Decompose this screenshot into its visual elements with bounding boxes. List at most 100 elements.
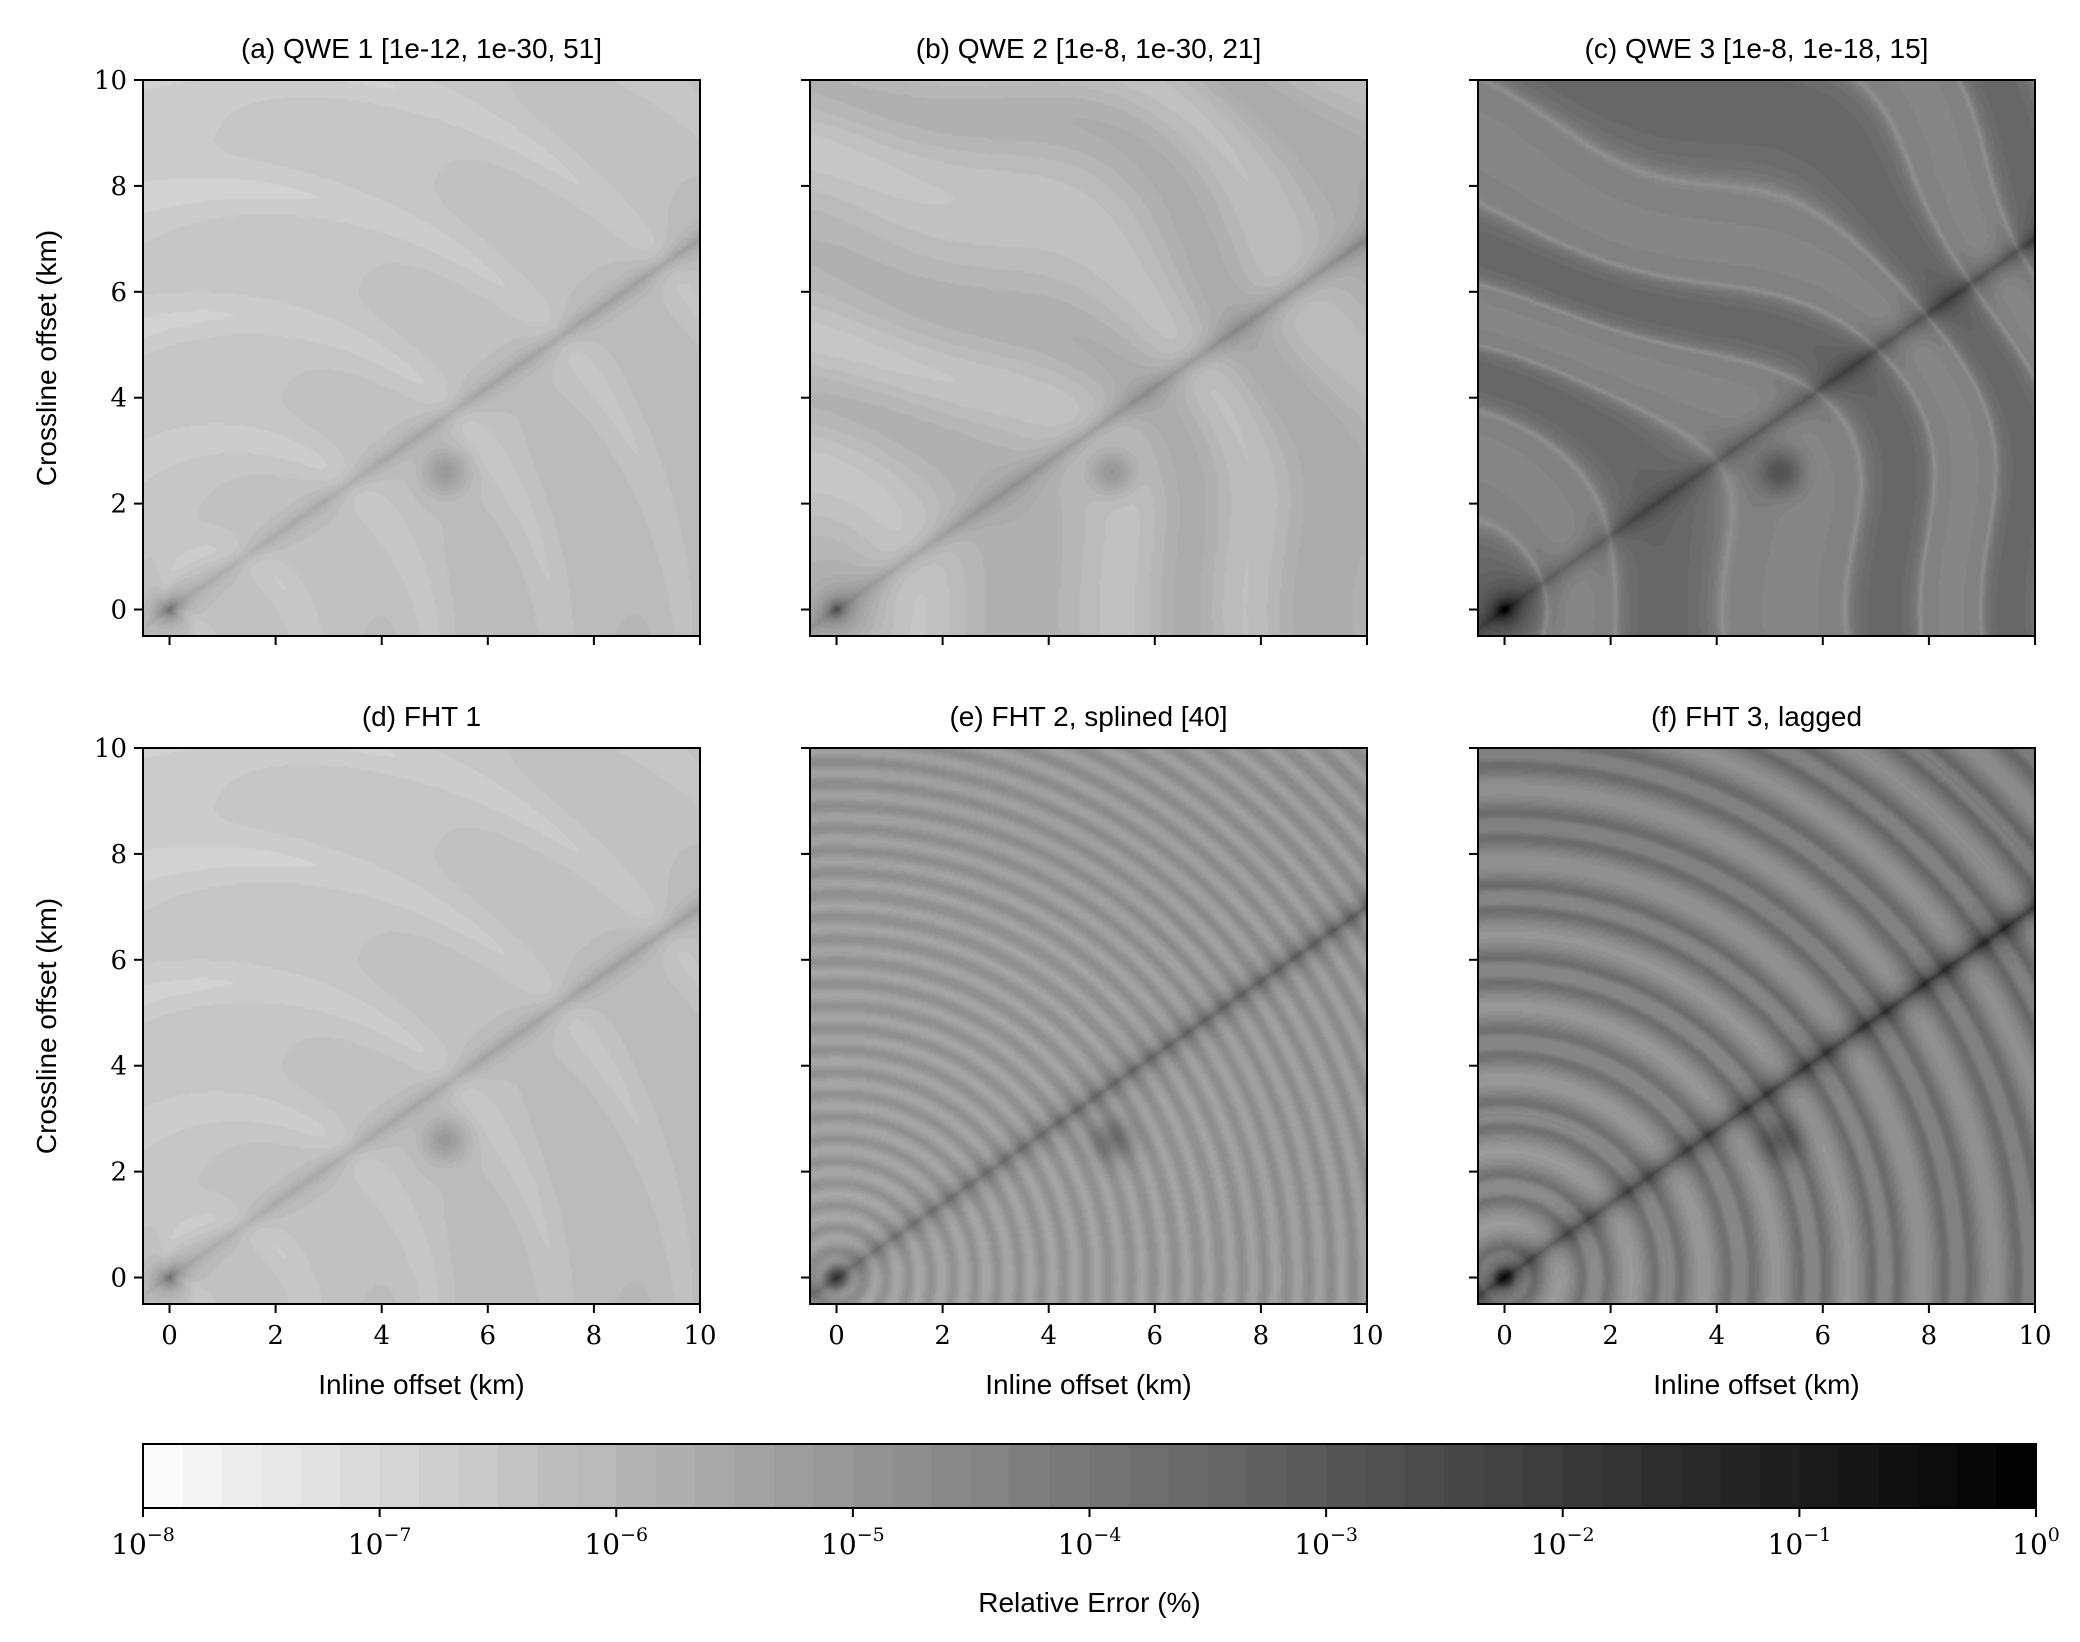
- colorbar-band-6: [379, 1444, 420, 1508]
- heatmap-f: [1478, 748, 2035, 1304]
- colorbar-tick-label-5: 10−3: [1294, 1524, 1358, 1561]
- colorbar-tick-label-1: 10−7: [348, 1524, 412, 1561]
- panel-f: (f) FHT 3, lagged 0 2 4 6 8 10 Inline offset (k…: [1469, 701, 2052, 1400]
- colorbar-band-32: [1405, 1444, 1446, 1508]
- axes-frame-b: [809, 79, 1368, 637]
- colorbar-band-34: [1483, 1444, 1524, 1508]
- panel-b: (b) QWE 2 [1e-8, 1e-30, 21]: [801, 33, 1368, 645]
- xtick-label-e-1: 2: [934, 1321, 951, 1351]
- xtick-label-f-4: 8: [1921, 1321, 1938, 1351]
- panel-title-e: (e) FHT 2, splined [40]: [949, 701, 1227, 732]
- axes-frame-a: [142, 79, 701, 637]
- colorbar-band-13: [655, 1444, 696, 1508]
- colorbar-band-30: [1326, 1444, 1367, 1508]
- ytick-label-a-4: 8: [110, 172, 127, 202]
- colorbar-band-25: [1128, 1444, 1169, 1508]
- colorbar-band-2: [221, 1444, 262, 1508]
- colorbar-tick-exp-7: −1: [1803, 1524, 1831, 1546]
- ytick-label-a-0: 0: [110, 596, 127, 626]
- xtick-label-f-0: 0: [1496, 1321, 1513, 1351]
- xtick-label-f-5: 10: [2018, 1321, 2051, 1351]
- xtick-label-d-2: 4: [373, 1321, 390, 1351]
- ylabel-a: Crossline offset (km): [31, 230, 62, 486]
- xtick-label-e-0: 0: [828, 1321, 845, 1351]
- ytick-label-a-1: 2: [110, 490, 127, 520]
- colorbar-band-38: [1641, 1444, 1682, 1508]
- colorbar-band-0: [143, 1444, 184, 1508]
- colorbar-band-10: [537, 1444, 578, 1508]
- xtick-label-f-1: 2: [1602, 1321, 1619, 1351]
- colorbar-tick-label-4: 10−4: [1058, 1524, 1122, 1561]
- colorbar-band-7: [419, 1444, 460, 1508]
- panel-d: (d) FHT 1 0 2 4 6 8 10 0 2 4 6 8 10 Inline offset (km…: [31, 701, 717, 1400]
- ytick-label-a-5: 10: [94, 66, 127, 96]
- xtick-label-d-5: 10: [683, 1321, 716, 1351]
- colorbar-band-41: [1759, 1444, 1800, 1508]
- xtick-label-e-5: 10: [1350, 1321, 1383, 1351]
- colorbar-tick-base-8: 10: [2012, 1528, 2048, 1561]
- xtick-label-f-2: 4: [1708, 1321, 1725, 1351]
- axes-frame-c: [1477, 79, 2036, 637]
- panel-e: (e) FHT 2, splined [40] 0 2 4 6 8 10 Inline off…: [801, 701, 1384, 1400]
- ytick-label-a-3: 6: [110, 278, 127, 308]
- colorbar-band-39: [1681, 1444, 1722, 1508]
- colorbar-band-27: [1207, 1444, 1248, 1508]
- colorbar-band-3: [261, 1444, 302, 1508]
- colorbar-band-24: [1089, 1444, 1130, 1508]
- colorbar-band-4: [300, 1444, 341, 1508]
- heatmap-d: [143, 748, 700, 1304]
- ytick-label-d-2: 4: [110, 1052, 127, 1082]
- panels: (a) QWE 1 [1e-12, 1e-30, 51] 0 2 4 6 8 10 Cross…: [31, 33, 2052, 1400]
- colorbar-band-29: [1286, 1444, 1327, 1508]
- axes-frame-e: [809, 747, 1368, 1305]
- colorbar-band-42: [1799, 1444, 1840, 1508]
- colorbar-tick-label-0: 10−8: [111, 1524, 175, 1561]
- colorbar-tick-exp-4: −4: [1093, 1524, 1121, 1546]
- colorbar-tick-base-4: 10: [1058, 1528, 1094, 1561]
- xtick-label-e-2: 4: [1040, 1321, 1057, 1351]
- panel-title-f: (f) FHT 3, lagged: [1651, 701, 1862, 732]
- colorbar-band-17: [813, 1444, 854, 1508]
- colorbar-band-20: [931, 1444, 972, 1508]
- colorbar-tick-base-5: 10: [1294, 1528, 1330, 1561]
- xlabel-e: Inline offset (km): [985, 1369, 1191, 1400]
- xtick-label-f-3: 6: [1815, 1321, 1832, 1351]
- panel-title-d: (d) FHT 1: [362, 701, 481, 732]
- colorbar-band-46: [1957, 1444, 1998, 1508]
- colorbar-band-18: [852, 1444, 893, 1508]
- colorbar-tick-exp-5: −3: [1330, 1524, 1358, 1546]
- colorbar-band-40: [1720, 1444, 1761, 1508]
- axes-frame-f: [1477, 747, 2036, 1305]
- colorbar-tick-base-7: 10: [1768, 1528, 1804, 1561]
- colorbar-band-47: [1996, 1444, 2037, 1508]
- colorbar-tick-exp-8: 0: [2048, 1524, 2060, 1546]
- xlabel-f: Inline offset (km): [1653, 1369, 1859, 1400]
- colorbar-band-9: [497, 1444, 538, 1508]
- xtick-label-d-1: 2: [267, 1321, 284, 1351]
- colorbar-band-33: [1444, 1444, 1485, 1508]
- colorbar-band-15: [734, 1444, 775, 1508]
- colorbar-tick-exp-2: −6: [620, 1524, 648, 1546]
- colorbar-tick-base-3: 10: [821, 1528, 857, 1561]
- colorbar-band-31: [1365, 1444, 1406, 1508]
- colorbar-band-45: [1917, 1444, 1958, 1508]
- colorbar-tick-label-6: 10−2: [1531, 1524, 1595, 1561]
- heatmap-c: [1478, 80, 2035, 636]
- ytick-label-a-2: 4: [110, 384, 127, 414]
- colorbar-band-11: [576, 1444, 617, 1508]
- xtick-label-d-0: 0: [161, 1321, 178, 1351]
- colorbar-band-22: [1010, 1444, 1051, 1508]
- axes-frame-d: [142, 747, 701, 1305]
- panel-title-b: (b) QWE 2 [1e-8, 1e-30, 21]: [916, 33, 1262, 64]
- ytick-label-d-5: 10: [94, 734, 127, 764]
- colorbar-tick-exp-3: −5: [857, 1524, 885, 1546]
- colorbar-band-8: [458, 1444, 499, 1508]
- colorbar-band-28: [1247, 1444, 1288, 1508]
- colorbar-tick-label-8: 100: [2012, 1524, 2060, 1561]
- xlabel-d: Inline offset (km): [318, 1369, 524, 1400]
- panel-c: (c) QWE 3 [1e-8, 1e-18, 15]: [1469, 33, 2036, 645]
- colorbar-band-37: [1602, 1444, 1643, 1508]
- colorbar-band-21: [971, 1444, 1012, 1508]
- ytick-label-d-1: 2: [110, 1158, 127, 1188]
